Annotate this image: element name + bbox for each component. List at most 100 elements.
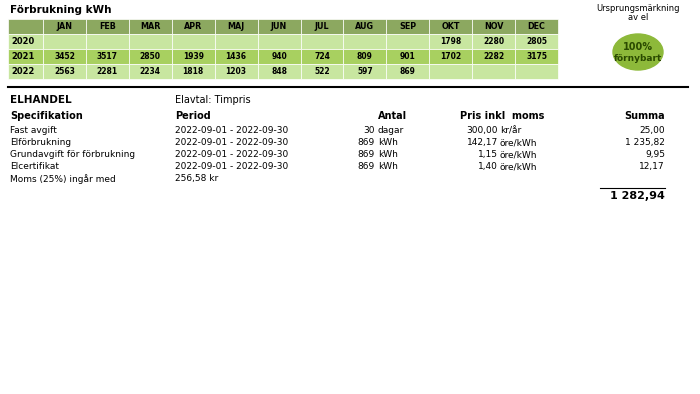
Text: 597: 597 [357, 67, 372, 76]
Text: 300,00: 300,00 [466, 126, 498, 135]
Bar [8, 49, 43, 64]
Bar [429, 34, 472, 49]
Text: 869: 869 [358, 150, 375, 159]
Bar [344, 49, 386, 64]
Bar [129, 34, 172, 49]
Bar [172, 34, 215, 49]
Text: 869: 869 [400, 67, 416, 76]
Text: Grundavgift för förbrukning: Grundavgift för förbrukning [10, 150, 135, 159]
Bar [8, 64, 43, 79]
Bar [86, 34, 129, 49]
Text: förnybart: förnybart [614, 54, 662, 63]
Text: 869: 869 [358, 138, 375, 147]
Text: 869: 869 [358, 162, 375, 171]
Text: 2021: 2021 [11, 52, 34, 61]
Text: JUN: JUN [271, 22, 287, 31]
Text: NOV: NOV [484, 22, 503, 31]
Text: 1798: 1798 [440, 37, 461, 46]
Bar [300, 19, 344, 34]
Text: Fast avgift: Fast avgift [10, 126, 57, 135]
Text: 9,95: 9,95 [645, 150, 665, 159]
Text: Elförbrukning: Elförbrukning [10, 138, 71, 147]
Ellipse shape [613, 34, 663, 70]
Text: 256,58 kr: 256,58 kr [175, 174, 218, 183]
Bar [344, 64, 386, 79]
Text: SEP: SEP [399, 22, 416, 31]
Bar [129, 49, 172, 64]
Text: 3175: 3175 [526, 52, 547, 61]
Bar [429, 49, 472, 64]
Text: Elcertifikat: Elcertifikat [10, 162, 59, 171]
Bar [43, 64, 86, 79]
Text: 25,00: 25,00 [639, 126, 665, 135]
Bar [43, 34, 86, 49]
Bar [300, 64, 344, 79]
Bar [386, 19, 429, 34]
Bar [515, 49, 558, 64]
Text: kr/år: kr/år [500, 126, 522, 135]
Bar [515, 64, 558, 79]
Text: 1203: 1203 [225, 67, 246, 76]
Text: JUL: JUL [314, 22, 329, 31]
Text: 2022-09-01 - 2022-09-30: 2022-09-01 - 2022-09-30 [175, 162, 288, 171]
Text: 2022-09-01 - 2022-09-30: 2022-09-01 - 2022-09-30 [175, 138, 288, 147]
Text: Period: Period [175, 111, 211, 121]
Bar [429, 19, 472, 34]
Text: kWh: kWh [378, 150, 398, 159]
Text: öre/kWh: öre/kWh [500, 150, 538, 159]
Text: 848: 848 [271, 67, 287, 76]
Text: 2234: 2234 [140, 67, 161, 76]
Bar [215, 34, 258, 49]
Bar [473, 49, 515, 64]
Text: Moms (25%) ingår med: Moms (25%) ingår med [10, 174, 116, 184]
Text: FEB: FEB [99, 22, 116, 31]
Text: 142,17: 142,17 [467, 138, 498, 147]
Text: 522: 522 [314, 67, 330, 76]
Text: 1818: 1818 [183, 67, 204, 76]
Text: 3517: 3517 [97, 52, 118, 61]
Bar [515, 34, 558, 49]
Text: 901: 901 [400, 52, 416, 61]
Text: 2850: 2850 [140, 52, 161, 61]
Text: OKT: OKT [442, 22, 460, 31]
Text: 2282: 2282 [483, 52, 504, 61]
Bar [129, 64, 172, 79]
Text: dagar: dagar [378, 126, 405, 135]
Bar [8, 34, 43, 49]
Bar [8, 19, 43, 34]
Text: 1 235,82: 1 235,82 [625, 138, 665, 147]
Bar [386, 34, 429, 49]
Text: 2563: 2563 [54, 67, 75, 76]
Text: 2805: 2805 [526, 37, 547, 46]
Text: kWh: kWh [378, 162, 398, 171]
Bar [172, 64, 215, 79]
Text: Antal: Antal [378, 111, 407, 121]
Text: Elavtal: Timpris: Elavtal: Timpris [175, 95, 251, 105]
Text: 809: 809 [357, 52, 373, 61]
Text: 1,15: 1,15 [478, 150, 498, 159]
Bar [473, 64, 515, 79]
Text: Specifikation: Specifikation [10, 111, 83, 121]
Bar [515, 19, 558, 34]
Bar [258, 34, 300, 49]
Bar [386, 64, 429, 79]
Bar [215, 19, 258, 34]
Bar [43, 19, 86, 34]
Bar [429, 64, 472, 79]
Bar [172, 19, 215, 34]
Bar [300, 34, 344, 49]
Bar [386, 49, 429, 64]
Text: 30: 30 [363, 126, 375, 135]
Text: kWh: kWh [378, 138, 398, 147]
Bar [129, 19, 172, 34]
Text: Summa: Summa [624, 111, 665, 121]
Text: 1939: 1939 [183, 52, 204, 61]
Bar [86, 19, 129, 34]
Text: Pris inkl  moms: Pris inkl moms [460, 111, 545, 121]
Text: MAR: MAR [140, 22, 160, 31]
Text: 1702: 1702 [440, 52, 461, 61]
Bar [215, 64, 258, 79]
Text: 1,40: 1,40 [478, 162, 498, 171]
Bar [300, 49, 344, 64]
Text: Ursprungsmärkning: Ursprungsmärkning [596, 4, 680, 13]
